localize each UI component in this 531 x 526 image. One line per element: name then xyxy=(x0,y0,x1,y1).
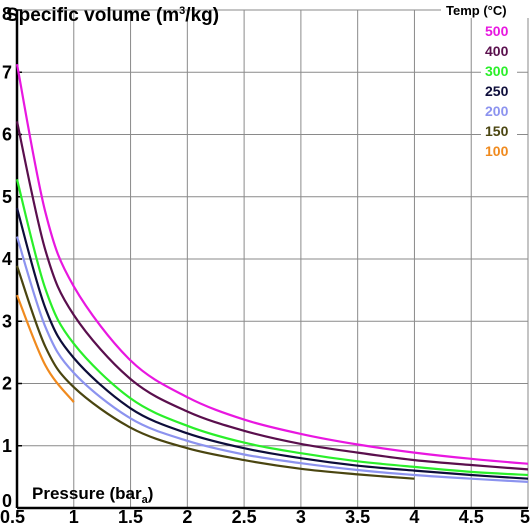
y-tick-label: 4 xyxy=(2,249,12,269)
legend-entry-background xyxy=(481,62,517,80)
series-line-200 xyxy=(15,236,529,483)
y-tick-label: 0 xyxy=(2,491,12,511)
x-tick-label: 5 xyxy=(520,507,530,526)
grid xyxy=(17,9,529,508)
legend: 500 400 300 250 200 150 100 xyxy=(481,22,517,160)
series-line-100 xyxy=(15,294,75,403)
legend-entry-background xyxy=(481,142,517,160)
series-line-250 xyxy=(15,207,529,480)
x-tick-label: 2 xyxy=(182,507,192,526)
x-tick-label: 2.5 xyxy=(232,507,257,526)
y-tick-label: 3 xyxy=(2,311,12,331)
x-tick-label: 1 xyxy=(69,507,79,526)
legend-entry-background xyxy=(481,22,517,40)
x-tick-label: 3 xyxy=(296,507,306,526)
legend-entry-background xyxy=(481,42,517,60)
legend-entry-background xyxy=(481,102,517,120)
series-line-400 xyxy=(15,121,529,471)
x-axis-label: Pressure (bara) xyxy=(32,484,153,506)
series-line-150 xyxy=(15,265,415,480)
x-tick-label: 4 xyxy=(409,507,419,526)
legend-entry-background xyxy=(481,122,517,140)
legend-entry-400: 400 xyxy=(485,43,509,59)
x-tick-label: 3.5 xyxy=(345,507,370,526)
legend-entry-background xyxy=(481,82,517,100)
y-tick-label: 1 xyxy=(2,436,12,456)
y-tick-label: 8 xyxy=(2,4,12,24)
x-tick-label: 4.5 xyxy=(459,507,484,526)
legend-entry-300: 300 xyxy=(485,63,509,79)
y-tick-label: 2 xyxy=(2,374,12,394)
legend-entry-200: 200 xyxy=(485,103,509,119)
chart-title: Specific volume (m3/kg) xyxy=(6,5,219,26)
y-tick-label: 7 xyxy=(2,62,12,82)
legend-entry-500: 500 xyxy=(485,23,509,39)
x-tick-label: 0.5 xyxy=(0,507,25,526)
legend-title-background xyxy=(441,2,531,18)
series-line-300 xyxy=(15,179,529,477)
legend-title: Temp (°C) xyxy=(446,3,507,18)
tick-labels: 0.5 1 1.5 2 2.5 3 3.5 4 4.5 5 0 1 2 3 4 5 6 7 8 xyxy=(0,4,530,526)
y-tick-label: 6 xyxy=(2,125,12,145)
y-tick-label: 5 xyxy=(2,187,12,207)
series-lines xyxy=(15,63,529,483)
legend-entry-100: 100 xyxy=(485,143,509,159)
legend-entry-250: 250 xyxy=(485,83,509,99)
legend-entry-150: 150 xyxy=(485,123,509,139)
series-line-500 xyxy=(15,63,529,465)
x-tick-label: 1.5 xyxy=(118,507,143,526)
